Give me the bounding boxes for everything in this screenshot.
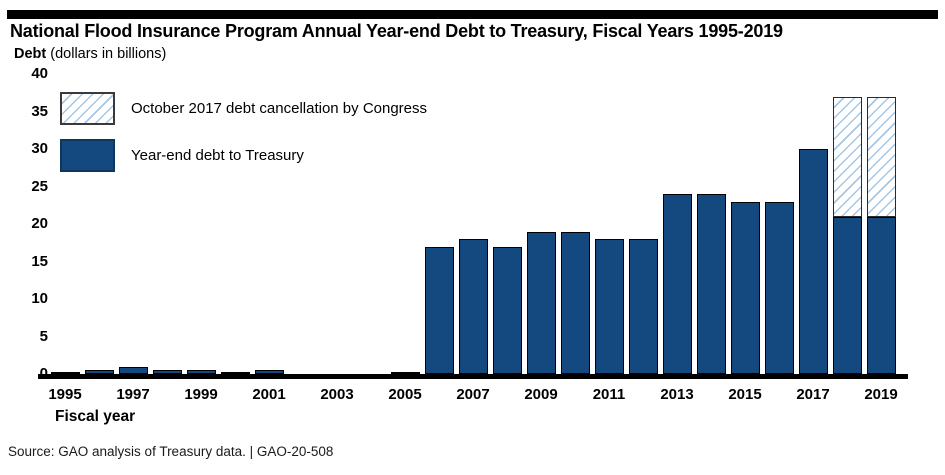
x-tick-2013: 2013 xyxy=(660,386,694,403)
y-tick-25: 25 xyxy=(31,177,48,195)
bar-debt-2015 xyxy=(730,201,760,374)
bar-debt-2019 xyxy=(866,216,896,374)
legend-item-cancellation: October 2017 debt cancellation by Congre… xyxy=(60,92,427,125)
y-tick-20: 20 xyxy=(31,215,48,232)
subtitle-units: (dollars in billions) xyxy=(46,46,167,62)
bar-debt-1996 xyxy=(84,369,114,374)
x-tick-2005: 2005 xyxy=(388,386,422,403)
x-tick-2003: 2003 xyxy=(320,386,354,403)
y-tick-10: 10 xyxy=(31,290,48,307)
y-tick-40: 40 xyxy=(31,65,48,82)
bar-debt-2011 xyxy=(594,239,624,374)
x-tick-1999: 1999 xyxy=(184,386,218,403)
source-note: Source: GAO analysis of Treasury data. |… xyxy=(8,444,334,459)
bar-debt-2017 xyxy=(798,149,828,374)
subtitle-label: Debt xyxy=(14,46,47,62)
bar-debt-2016 xyxy=(764,201,794,374)
x-tick-2019: 2019 xyxy=(864,386,898,403)
bar-debt-2005 xyxy=(390,372,420,374)
bar-debt-2018 xyxy=(832,216,862,374)
legend-label-cancellation: October 2017 debt cancellation by Congre… xyxy=(131,100,428,117)
bar-debt-2009 xyxy=(526,231,556,374)
x-tick-2017: 2017 xyxy=(796,386,830,403)
y-tick-35: 35 xyxy=(31,102,48,120)
bar-debt-2013 xyxy=(662,194,692,374)
bar-debt-2000 xyxy=(220,371,250,374)
x-tick-1995: 1995 xyxy=(48,386,82,403)
top-rule xyxy=(7,10,938,19)
bar-debt-1998 xyxy=(152,370,182,374)
bar-debt-1997 xyxy=(118,367,148,374)
y-tick-30: 30 xyxy=(31,140,48,157)
x-tick-1997: 1997 xyxy=(116,386,150,403)
bar-debt-2001 xyxy=(254,369,284,374)
x-tick-2007: 2007 xyxy=(456,386,490,403)
y-tick-5: 5 xyxy=(39,327,48,345)
bar-debt-2012 xyxy=(628,239,658,374)
bar-debt-1999 xyxy=(186,370,216,374)
bar-debt-1995 xyxy=(50,372,80,374)
hatched-swatch-icon xyxy=(60,92,115,125)
bar-debt-2008 xyxy=(492,246,522,374)
bar-debt-2006 xyxy=(424,246,454,374)
y-tick-15: 15 xyxy=(31,252,48,270)
x-axis-line xyxy=(38,374,908,379)
bar-cancellation-2019 xyxy=(866,96,896,217)
y-tick-0: 0 xyxy=(39,365,48,382)
legend-label-year-end-debt: Year-end debt to Treasury xyxy=(131,147,304,164)
chart-subtitle: Debt (dollars in billions) xyxy=(14,46,166,62)
x-tick-2011: 2011 xyxy=(592,386,626,403)
x-tick-2015: 2015 xyxy=(728,386,762,403)
solid-swatch-icon xyxy=(60,139,115,172)
bar-debt-2007 xyxy=(458,239,488,374)
x-tick-2009: 2009 xyxy=(524,386,558,403)
bar-debt-2014 xyxy=(696,194,726,374)
x-axis-title: Fiscal year xyxy=(55,408,136,425)
x-tick-2001: 2001 xyxy=(252,386,286,403)
chart-title: National Flood Insurance Program Annual … xyxy=(10,21,783,41)
legend-item-year-end-debt: Year-end debt to Treasury xyxy=(60,139,304,172)
bar-cancellation-2018 xyxy=(832,96,862,217)
bar-debt-2010 xyxy=(560,231,590,374)
